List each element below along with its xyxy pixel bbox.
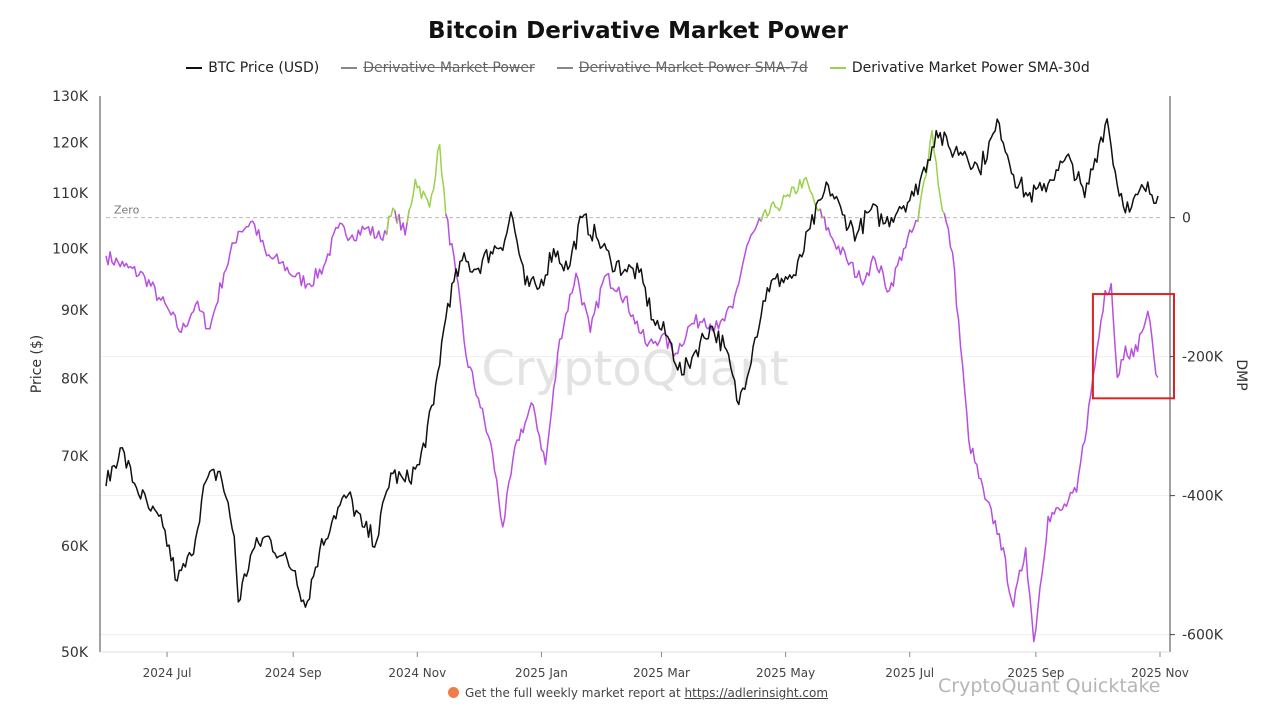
y-left-tick-label: 80K <box>61 372 89 388</box>
legend-swatch-dmp-sma-30d <box>829 67 846 69</box>
y-right-tick-label: 0 <box>1182 211 1191 227</box>
dmp-sma-30d-positive-segment <box>760 176 823 222</box>
legend-item-dmp[interactable]: Derivative Market Power <box>341 60 535 76</box>
legend-label-btc-price: BTC Price (USD) <box>208 60 320 76</box>
x-tick-label: 2025 Nov <box>1131 666 1189 680</box>
axes: 50K 60K 70K 80K 90K 100K 110K 120K 130K Price ($)… <box>29 89 1249 680</box>
legend-item-btc-price[interactable]: BTC Price (USD) <box>186 60 319 76</box>
y-left-tick-label: 110K <box>52 186 89 202</box>
x-tick-label: 2025 Mar <box>633 666 690 680</box>
x-tick-label: 2025 Jul <box>885 666 934 680</box>
y-right-tick-label: -600K <box>1182 628 1224 644</box>
chart-title: Bitcoin Derivative Market Power <box>428 18 848 44</box>
y-left-tick-label: 130K <box>52 89 89 105</box>
y-right-tick-label: -400K <box>1182 489 1224 505</box>
y-left-tick-label: 60K <box>61 539 89 555</box>
x-tick-label: 2025 May <box>756 666 815 680</box>
x-tick-label: 2025 Jan <box>515 666 568 680</box>
y-left-tick-label: 50K <box>61 645 89 661</box>
legend-swatch-dmp-sma-7d <box>556 67 573 69</box>
dmp-sma-30d-positive-segment <box>917 130 948 223</box>
y-left-tick-label: 120K <box>52 136 89 152</box>
highlight-box <box>1091 293 1175 400</box>
overlay-layer <box>1091 293 1175 400</box>
legend-item-dmp-sma-7d[interactable]: Derivative Market Power SMA-7d <box>556 60 808 76</box>
x-tick-label: 2024 Nov <box>388 666 446 680</box>
footer-text: Get the full weekly market report at <box>464 686 681 700</box>
x-tick-label: 2024 Sep <box>265 666 322 680</box>
series-layer <box>105 118 1159 643</box>
legend-swatch-btc-price <box>186 67 203 69</box>
y-left-tick-label: 70K <box>61 449 89 465</box>
dmp-sma-30d-negative-segment <box>819 208 825 219</box>
footer: Get the full weekly market report at htt… <box>0 686 1276 700</box>
zero-line-label: Zero <box>114 204 140 217</box>
legend-label-dmp-sma-7d: Derivative Market Power SMA-7d <box>578 60 808 76</box>
y-right-tick-label: -200K <box>1182 350 1224 366</box>
y-right-axis-title: DMP <box>1233 359 1249 390</box>
report-dot-icon <box>447 687 459 698</box>
footer-link[interactable]: https://adlerinsight.com <box>684 686 829 700</box>
x-tick-label: 2024 Jul <box>143 666 192 680</box>
legend-item-dmp-sma-30d[interactable]: Derivative Market Power SMA-30d <box>829 60 1090 76</box>
y-left-axis-title: Price ($) <box>29 335 45 393</box>
dmp-sma-30d-negative-segment <box>823 205 921 293</box>
legend-swatch-dmp <box>341 67 358 69</box>
x-tick-label: 2025 Sep <box>1007 666 1064 680</box>
dmp-sma-30d-negative-segment <box>105 216 390 334</box>
dmp-sma-30d-negative-segment <box>445 213 764 528</box>
dmp-sma-30d-positive-segment <box>406 143 449 224</box>
legend-label-dmp: Derivative Market Power <box>363 60 535 76</box>
grid-lines: Zero <box>100 204 1170 636</box>
y-left-tick-label: 100K <box>52 242 89 258</box>
legend: BTC Price (USD) Derivative Market Power … <box>0 60 1276 76</box>
watermark: CryptoQuant <box>481 341 788 397</box>
legend-label-dmp-sma-30d: Derivative Market Power SMA-30d <box>851 60 1090 76</box>
btc-price-line <box>105 118 1159 608</box>
dmp-sma-30d-negative-segment <box>943 213 1159 643</box>
credit-watermark: CryptoQuant Quicktake <box>938 675 1161 697</box>
y-left-tick-label: 90K <box>61 303 89 319</box>
